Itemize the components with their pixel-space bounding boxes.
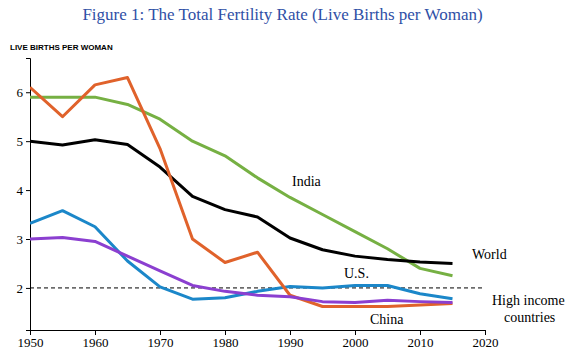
marks (30, 78, 485, 307)
tick-mark (26, 190, 30, 191)
tick: 2000 (343, 330, 369, 350)
series-label: U.S. (344, 266, 369, 281)
tick: 1960 (83, 330, 109, 350)
tick: 1950 (18, 330, 44, 350)
tick-label: 1950 (18, 335, 44, 350)
y-axis: 2 3 4 5 6 (17, 59, 31, 331)
chart: Figure 1: The Total Fertility Rate (Live… (0, 0, 565, 361)
tick: 6 (17, 85, 31, 100)
series-line (30, 78, 453, 307)
tick: 1980 (213, 330, 239, 350)
tick-mark (26, 288, 30, 289)
series-line (30, 140, 453, 264)
tick: 2010 (408, 330, 434, 350)
series-label: China (370, 312, 404, 327)
y-axis-title: LIVE BIRTHS PER WOMAN (10, 43, 113, 52)
series-label: India (292, 174, 322, 189)
series-label: High incomecountries (492, 293, 565, 325)
tick-label: 1980 (213, 335, 239, 350)
tick-label: 4 (17, 183, 24, 198)
tick-label: 2010 (408, 335, 434, 350)
tick-label: 2020 (473, 335, 499, 350)
tick: 5 (17, 134, 31, 149)
tick-label: 5 (17, 134, 24, 149)
tick-label: 2000 (343, 335, 369, 350)
tick-mark (26, 239, 30, 240)
series-line (30, 238, 453, 303)
tick: 2 (17, 281, 31, 296)
series-line (30, 97, 453, 276)
tick-label: 1960 (83, 335, 109, 350)
tick-label: 6 (17, 85, 24, 100)
tick-label: 2 (17, 281, 24, 296)
tick-label: 1970 (148, 335, 174, 350)
tick-mark (26, 141, 30, 142)
title: Figure 1: The Total Fertility Rate (Live… (82, 5, 482, 24)
tick: 1970 (148, 330, 174, 350)
x-axis: 1950 1960 1970 1980 1990 2000 2010 2020 (18, 330, 499, 350)
tick: 1990 (278, 330, 304, 350)
tick: 3 (17, 232, 31, 247)
tick: 4 (17, 183, 31, 198)
axis-line (26, 59, 31, 331)
tick-label: 1990 (278, 335, 304, 350)
reference-line (30, 287, 485, 288)
tick-mark (26, 92, 30, 93)
plot: 1950 1960 1970 1980 1990 2000 2010 2020 2 3 4 5 6 (17, 59, 499, 351)
tick-label: 3 (17, 232, 24, 247)
series-label: World (472, 247, 507, 262)
tick: 2020 (473, 330, 499, 350)
series-line (30, 211, 453, 300)
